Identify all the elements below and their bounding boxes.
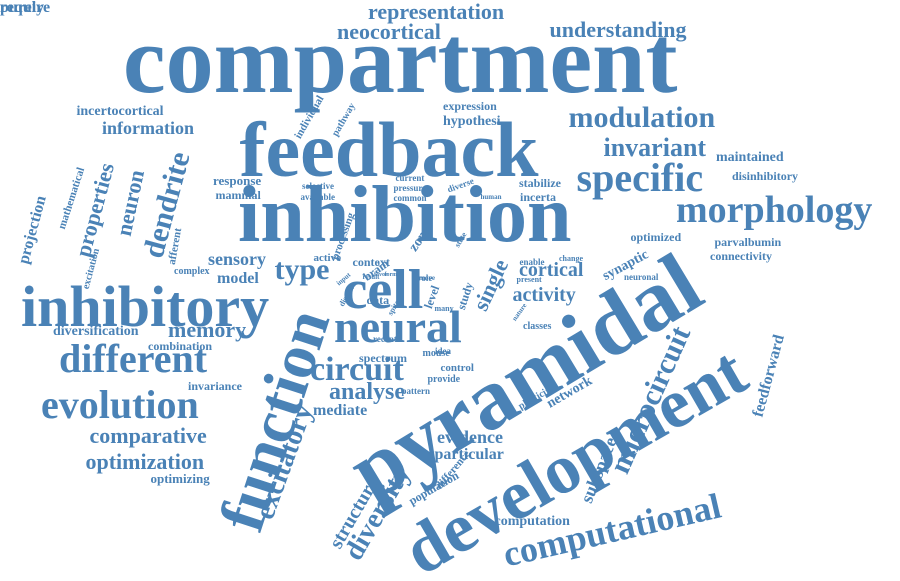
word: incerta (520, 190, 556, 204)
word: inhibitory (21, 274, 270, 339)
word: control (440, 361, 474, 374)
word: provide (427, 374, 461, 385)
word: idea (435, 345, 452, 356)
word: human (480, 192, 502, 201)
word: different (59, 336, 208, 381)
word: available (300, 191, 336, 202)
word: model (217, 270, 259, 287)
word: feedforward (749, 332, 788, 419)
word: specific (576, 155, 704, 200)
word: evolution (41, 382, 199, 427)
word: single (467, 255, 514, 315)
word: neuronal (624, 271, 659, 282)
word: dendrite (136, 148, 197, 262)
word: purely (0, 0, 45, 16)
word: active (313, 251, 341, 264)
word: sensory (208, 249, 266, 269)
word: optimization (85, 449, 205, 474)
word: context (352, 255, 390, 269)
word: mouse (422, 348, 450, 359)
word: activity (512, 284, 576, 306)
word: spectrum (359, 351, 407, 365)
word: neural (334, 301, 462, 352)
word: cell (342, 259, 424, 321)
word: combination (148, 339, 213, 353)
word: mammal (215, 188, 261, 202)
word: type (274, 253, 330, 286)
word: optimizing (150, 470, 210, 486)
word: pattern (401, 385, 431, 396)
word: information (102, 118, 194, 138)
word: role (417, 272, 433, 283)
word: inhibition (238, 171, 572, 259)
word: maintained (716, 150, 784, 165)
word: disinhibitory (732, 169, 799, 183)
word: circuit (310, 351, 404, 388)
word: compartment (123, 6, 678, 113)
word: current (395, 172, 425, 183)
word: study (454, 280, 476, 312)
word: optimized (630, 230, 682, 244)
word: understanding (549, 17, 687, 42)
word: invariance (188, 379, 242, 393)
word: change (559, 254, 583, 263)
word: computation (494, 514, 570, 529)
word: connectivity (710, 249, 772, 263)
word: result (362, 272, 380, 281)
word: expression (443, 99, 497, 113)
word: cortical (519, 259, 584, 281)
word: modulation (568, 101, 716, 134)
word: neocortical (337, 19, 441, 44)
word: require (0, 0, 51, 16)
word: pressure (393, 182, 427, 193)
word: incertocortical (76, 104, 164, 119)
word: classes (523, 321, 552, 332)
word: parvalbumin (714, 235, 782, 249)
word: data (366, 293, 390, 307)
word: projection (15, 193, 50, 266)
word: mediate (313, 402, 368, 419)
word: evidence (437, 427, 503, 447)
word: feedback (239, 106, 539, 193)
word: hypothesi (443, 114, 501, 129)
word: particular (434, 446, 504, 463)
word: representation (368, 0, 505, 24)
word: comparative (89, 423, 207, 448)
word: selective (302, 180, 334, 191)
word: many (434, 304, 454, 313)
word: favor (374, 272, 388, 278)
word: memory (168, 317, 247, 342)
word: form (384, 272, 398, 278)
word: morphology (676, 189, 873, 231)
word: stabilize (519, 176, 561, 190)
word: analyse (329, 379, 406, 405)
word: diversification (53, 324, 139, 339)
word: move (419, 273, 435, 282)
word: complex (174, 266, 210, 277)
word: response (213, 172, 262, 188)
word: common (393, 192, 427, 203)
word: enable (519, 256, 545, 267)
word: invariant (603, 133, 707, 162)
word: present (516, 275, 542, 284)
word: recent (373, 333, 397, 344)
